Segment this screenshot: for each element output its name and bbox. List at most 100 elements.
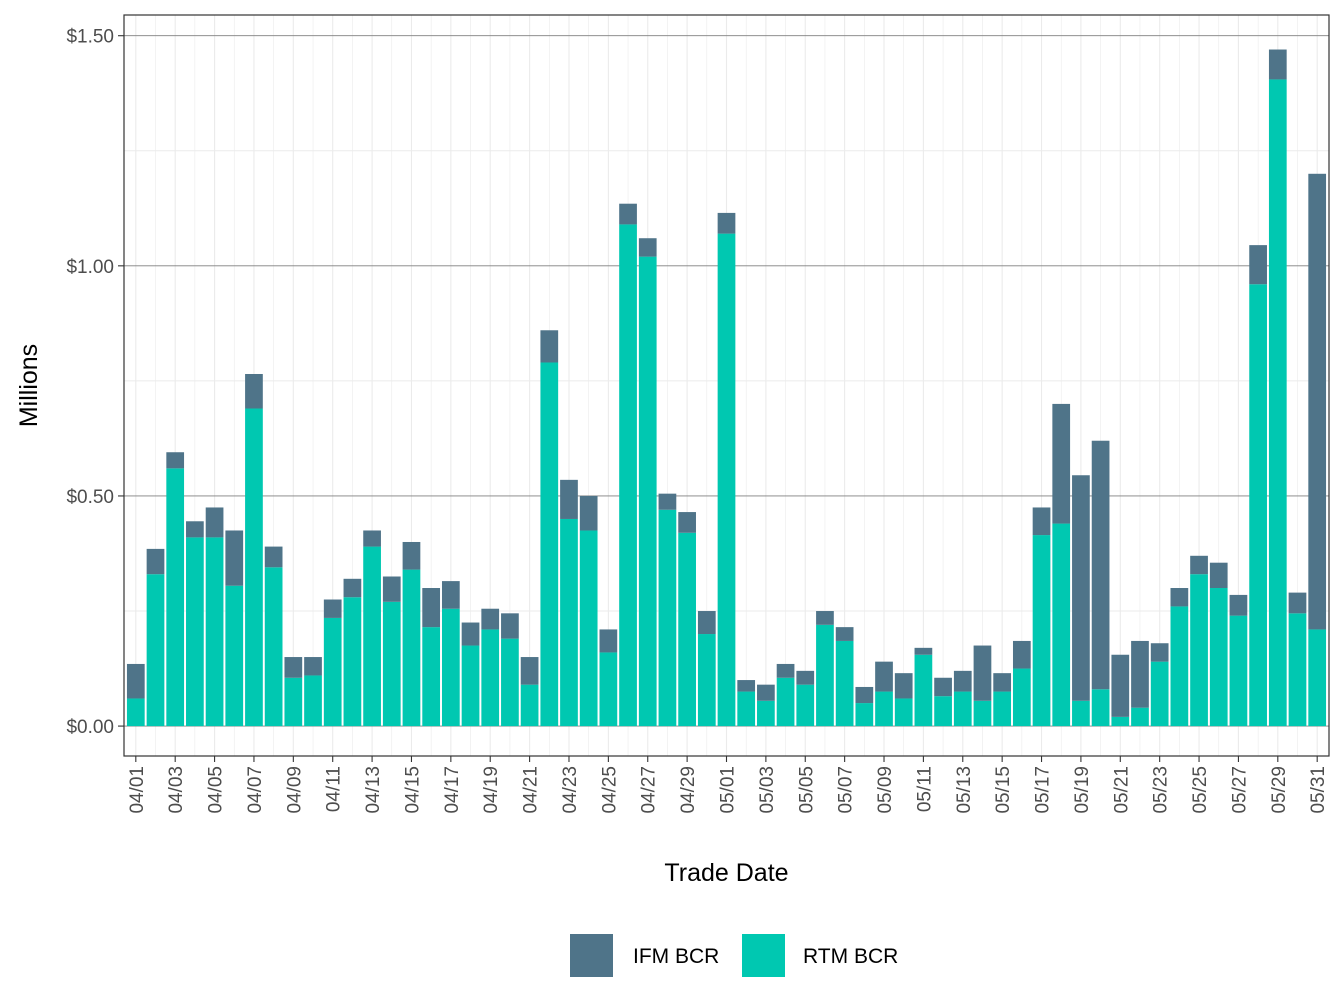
bar-ifm-bcr-05-02 [737, 680, 756, 692]
bar-ifm-bcr-05-27 [1229, 594, 1248, 616]
bar-rtm-bcr-05-05 [796, 684, 815, 727]
bar-ifm-bcr-04-02 [146, 548, 165, 575]
x-tick-label: 05/29 [1269, 766, 1290, 814]
bar-ifm-bcr-04-09 [284, 657, 303, 678]
bar-ifm-bcr-05-28 [1249, 245, 1267, 285]
y-tick-label: $1.50 [66, 27, 114, 48]
bar-ifm-bcr-04-22 [540, 330, 559, 363]
bar-ifm-bcr-05-20 [1091, 440, 1110, 690]
bar-rtm-bcr-05-20 [1091, 689, 1110, 727]
bar-ifm-bcr-05-13 [953, 670, 972, 692]
bar-rtm-bcr-04-23 [560, 518, 578, 727]
bar-rtm-bcr-04-06 [225, 585, 244, 727]
bar-ifm-bcr-05-25 [1190, 555, 1208, 575]
x-tick-label: 05/15 [993, 766, 1014, 814]
bar-rtm-bcr-05-17 [1032, 535, 1051, 727]
bar-rtm-bcr-04-27 [638, 256, 657, 727]
bar-ifm-bcr-04-30 [697, 611, 716, 635]
bar-ifm-bcr-04-24 [579, 495, 598, 531]
legend-label-ifm-bcr: IFM BCR [633, 945, 719, 968]
x-tick-label: 05/31 [1308, 766, 1329, 814]
bar-rtm-bcr-04-07 [245, 408, 263, 727]
bar-ifm-bcr-05-21 [1111, 654, 1130, 717]
x-tick-label: 04/05 [206, 766, 227, 814]
bar-rtm-bcr-05-04 [776, 677, 795, 727]
x-tick-label: 05/17 [1033, 766, 1054, 814]
bar-ifm-bcr-05-23 [1150, 643, 1169, 662]
bar-rtm-bcr-04-30 [697, 634, 716, 727]
x-tick-label: 05/13 [954, 766, 975, 814]
bar-rtm-bcr-05-02 [737, 691, 756, 727]
x-tick-label: 04/01 [127, 766, 148, 814]
x-tick-label: 04/15 [402, 766, 423, 814]
bar-rtm-bcr-04-13 [363, 546, 381, 727]
bar-ifm-bcr-05-30 [1288, 592, 1307, 614]
bar-rtm-bcr-04-12 [343, 597, 362, 727]
bar-rtm-bcr-05-18 [1052, 523, 1071, 727]
bar-ifm-bcr-04-23 [560, 479, 578, 519]
bar-ifm-bcr-05-29 [1268, 49, 1287, 80]
bar-rtm-bcr-04-17 [441, 608, 460, 727]
x-tick-label: 05/19 [1072, 766, 1093, 814]
x-tick-label: 05/23 [1151, 766, 1172, 814]
bar-rtm-bcr-04-18 [461, 645, 480, 727]
bar-ifm-bcr-04-05 [205, 507, 224, 538]
bar-ifm-bcr-04-18 [461, 622, 480, 646]
x-tick-label: 04/19 [481, 766, 502, 814]
bar-ifm-bcr-04-07 [245, 373, 263, 409]
bar-rtm-bcr-05-10 [894, 698, 913, 727]
bar-ifm-bcr-05-05 [796, 670, 815, 685]
x-tick-label: 04/13 [363, 766, 384, 814]
bar-rtm-bcr-04-20 [501, 638, 519, 727]
legend-key-ifm-bcr [570, 934, 613, 977]
x-tick-label: 04/25 [599, 766, 620, 814]
x-tick-label: 04/03 [166, 766, 187, 814]
x-tick-label: 04/29 [678, 766, 699, 814]
bar-rtm-bcr-05-15 [993, 691, 1012, 727]
bar-rtm-bcr-05-24 [1170, 606, 1189, 727]
bar-ifm-bcr-04-26 [619, 203, 637, 225]
bar-rtm-bcr-04-28 [658, 509, 677, 727]
bar-rtm-bcr-05-09 [875, 691, 893, 727]
y-tick-label: $0.50 [66, 487, 114, 508]
x-tick-label: 05/25 [1190, 766, 1211, 814]
bar-rtm-bcr-04-16 [422, 627, 441, 727]
bar-rtm-bcr-05-13 [953, 691, 972, 727]
bar-rtm-bcr-04-24 [579, 530, 598, 727]
x-tick-label: 05/07 [836, 766, 857, 814]
bar-rtm-bcr-04-01 [126, 698, 145, 727]
bar-rtm-bcr-05-23 [1150, 661, 1169, 727]
bar-ifm-bcr-04-21 [520, 657, 539, 685]
bar-rtm-bcr-05-30 [1288, 613, 1307, 727]
x-tick-label: 04/17 [442, 766, 463, 814]
bar-ifm-bcr-05-19 [1072, 475, 1090, 701]
bar-ifm-bcr-04-29 [678, 512, 696, 533]
bar-rtm-bcr-05-21 [1111, 716, 1130, 727]
bar-ifm-bcr-05-15 [993, 673, 1012, 692]
bar-ifm-bcr-05-26 [1209, 562, 1228, 589]
bar-rtm-bcr-05-31 [1308, 629, 1327, 727]
bar-rtm-bcr-04-26 [619, 224, 637, 727]
bar-ifm-bcr-05-31 [1308, 173, 1327, 630]
bar-ifm-bcr-04-03 [166, 452, 185, 469]
bar-rtm-bcr-04-09 [284, 677, 303, 727]
bar-rtm-bcr-04-08 [264, 567, 283, 727]
bar-rtm-bcr-04-03 [166, 468, 185, 727]
y-tick-label: $0.00 [66, 717, 114, 738]
bar-ifm-bcr-05-22 [1131, 640, 1149, 708]
bar-ifm-bcr-05-12 [934, 677, 952, 697]
bar-rtm-bcr-05-26 [1209, 588, 1228, 727]
bar-rtm-bcr-05-11 [914, 654, 933, 727]
bar-ifm-bcr-05-10 [894, 673, 913, 699]
bar-ifm-bcr-05-18 [1052, 403, 1071, 524]
bar-layer [126, 49, 1327, 727]
bar-ifm-bcr-04-08 [264, 546, 283, 568]
x-tick-label: 05/05 [796, 766, 817, 814]
x-tick-label: 05/03 [757, 766, 778, 814]
x-tick-label: 05/01 [718, 766, 739, 814]
bar-rtm-bcr-04-21 [520, 684, 539, 727]
bar-rtm-bcr-04-15 [402, 569, 421, 727]
bar-rtm-bcr-04-04 [186, 537, 204, 727]
